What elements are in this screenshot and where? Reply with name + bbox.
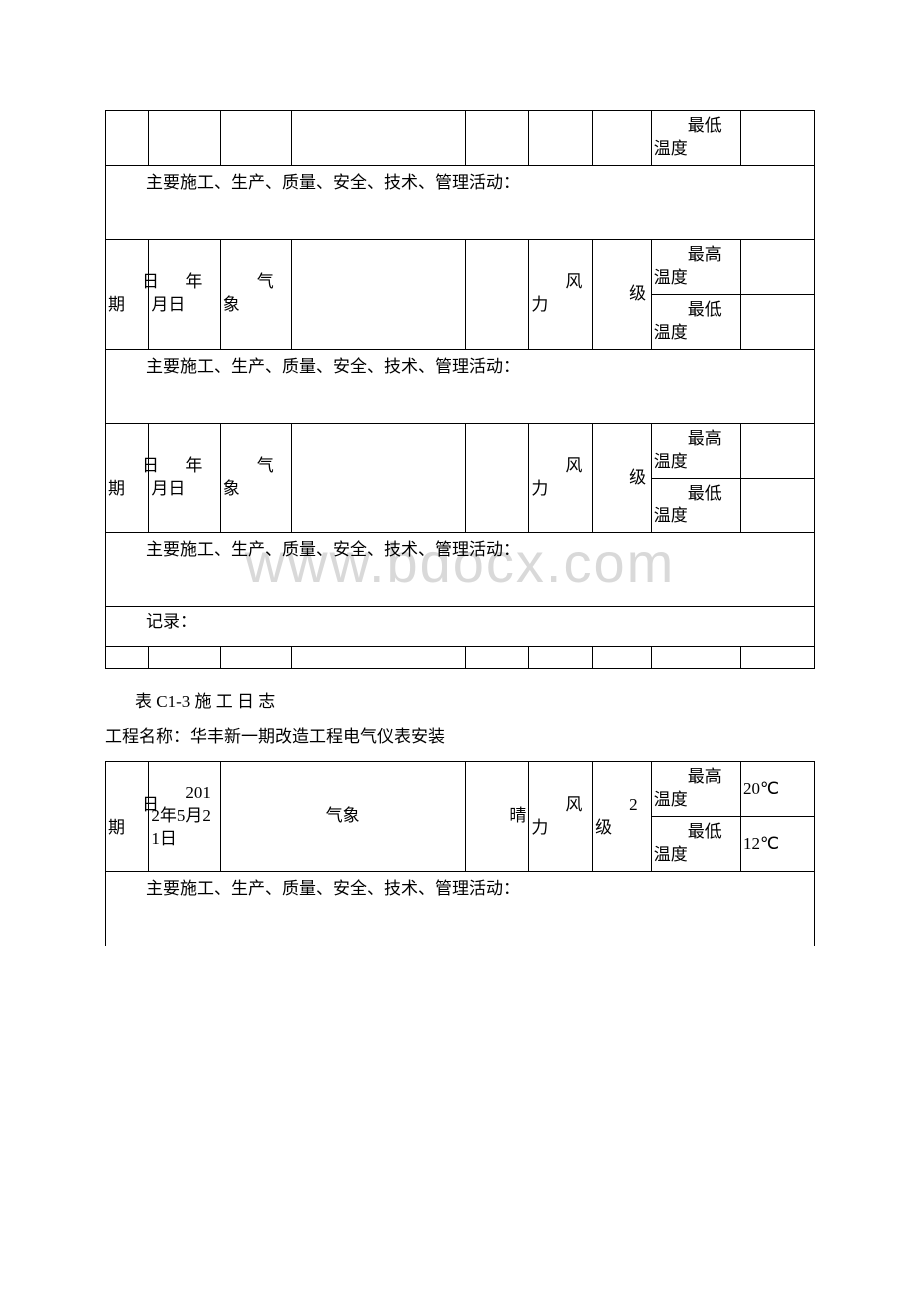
wind-label: 风力	[529, 239, 593, 349]
cell-blank	[292, 647, 465, 669]
wind-value: 级	[593, 423, 652, 533]
temp-low-value	[740, 294, 814, 349]
temp-high-label: 最高温度	[651, 239, 740, 294]
temp-low-value-filled: 12℃	[740, 817, 814, 872]
cell-blank	[149, 111, 220, 166]
cell-blank	[465, 647, 529, 669]
wind-label: 风力	[529, 423, 593, 533]
cell-blank	[593, 111, 652, 166]
table-caption: 表 C1-3 施 工 日 志	[135, 687, 815, 712]
cell-blank	[292, 111, 465, 166]
temp-low-label: 最低温度	[651, 817, 740, 872]
cell-blank	[651, 647, 740, 669]
weather-label: 气象	[220, 423, 291, 533]
cell-blank	[106, 111, 149, 166]
temp-high-label: 最高温度	[651, 423, 740, 478]
temp-high-value	[740, 423, 814, 478]
date-label: 日期	[106, 423, 149, 533]
wind-label: 风力	[529, 762, 593, 872]
cell-blank	[529, 111, 593, 166]
temp-low-value	[740, 111, 814, 166]
temp-low-value	[740, 478, 814, 533]
temp-high-label: 最高温度	[651, 762, 740, 817]
temp-high-value-filled: 20℃	[740, 762, 814, 817]
cell-blank	[220, 111, 291, 166]
record-cell: 记录：	[106, 607, 815, 647]
log-table-upper: 最低温度 主要施工、生产、质量、安全、技术、管理活动： 日期 年月日 气象 风力…	[105, 110, 815, 669]
cell-blank	[593, 647, 652, 669]
log-table-lower: 日期 2012年5月21日 气象 晴 风力 2级 最高温度 20℃ 最低温度 1…	[105, 761, 815, 945]
date-label: 日期	[106, 239, 149, 349]
cell-blank	[106, 647, 149, 669]
cell-blank	[465, 239, 529, 349]
activities-cell: 主要施工、生产、质量、安全、技术、管理活动：	[106, 165, 815, 239]
weather-value	[292, 423, 465, 533]
date-value: 年月日	[149, 239, 220, 349]
date-label: 日期	[106, 762, 149, 872]
weather-label: 气象	[220, 239, 291, 349]
wind-value: 级	[593, 239, 652, 349]
cell-blank	[740, 647, 814, 669]
temp-low-label: 最低温度	[651, 478, 740, 533]
temp-high-value	[740, 239, 814, 294]
weather-label: 气象	[220, 762, 465, 872]
cell-blank	[529, 647, 593, 669]
wind-value-filled: 2级	[593, 762, 652, 872]
activities-cell: 主要施工、生产、质量、安全、技术、管理活动：	[106, 533, 815, 607]
temp-low-label: 最低温度	[651, 294, 740, 349]
cell-blank	[465, 423, 529, 533]
date-value-filled: 2012年5月21日	[149, 762, 220, 872]
cell-blank	[149, 647, 220, 669]
activities-cell: 主要施工、生产、质量、安全、技术、管理活动：	[106, 872, 815, 946]
project-name: 华丰新一期改造工程电气仪表安装	[190, 727, 445, 746]
weather-value-filled: 晴	[465, 762, 529, 872]
project-label: 工程名称：	[105, 727, 190, 746]
activities-cell: 主要施工、生产、质量、安全、技术、管理活动：	[106, 349, 815, 423]
weather-value	[292, 239, 465, 349]
temp-low-label: 最低温度	[651, 111, 740, 166]
date-value: 年月日	[149, 423, 220, 533]
project-line: 工程名称：华丰新一期改造工程电气仪表安装	[105, 722, 815, 747]
cell-blank	[220, 647, 291, 669]
cell-blank	[465, 111, 529, 166]
document-page: 最低温度 主要施工、生产、质量、安全、技术、管理活动： 日期 年月日 气象 风力…	[0, 0, 920, 986]
